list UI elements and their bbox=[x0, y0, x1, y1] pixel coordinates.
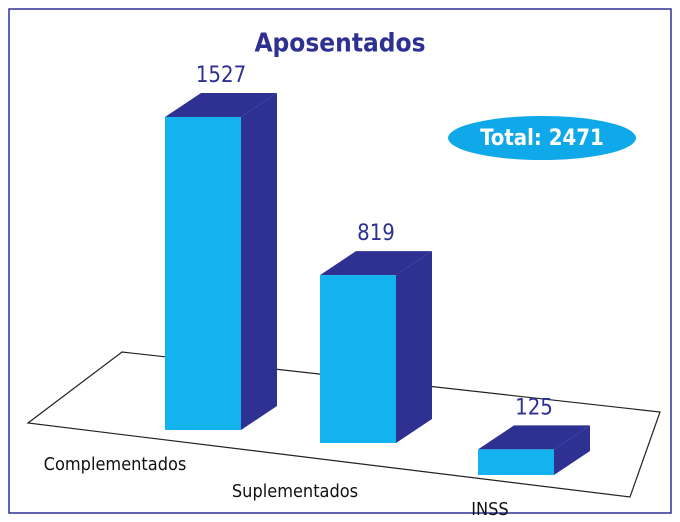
value-label: 125 bbox=[515, 395, 553, 420]
bar-top bbox=[165, 92, 277, 117]
bar-side bbox=[241, 92, 277, 430]
bar bbox=[165, 116, 241, 430]
bar-top bbox=[478, 425, 590, 450]
value-label: 819 bbox=[357, 221, 395, 246]
category-label: Complementados bbox=[44, 454, 187, 475]
bar bbox=[478, 449, 554, 475]
chart-title: Aposentados bbox=[254, 29, 425, 59]
floor bbox=[26, 351, 661, 498]
total-badge bbox=[448, 116, 636, 160]
category-label: INSS bbox=[471, 499, 508, 520]
bar-top bbox=[320, 251, 432, 276]
bar-side bbox=[396, 251, 432, 443]
category-label: Suplementados bbox=[232, 481, 358, 502]
bar-side bbox=[554, 425, 590, 475]
value-label: 1527 bbox=[196, 63, 246, 88]
bar bbox=[320, 275, 396, 443]
total-label: Total: 2471 bbox=[480, 126, 604, 151]
